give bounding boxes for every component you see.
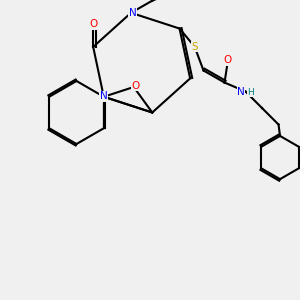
Text: O: O [89,20,97,29]
Text: O: O [224,55,232,65]
Text: H: H [248,88,254,97]
Text: N: N [100,91,108,101]
Text: N: N [129,8,136,18]
Text: N: N [237,86,245,97]
Text: O: O [131,80,140,91]
Text: S: S [191,41,198,52]
